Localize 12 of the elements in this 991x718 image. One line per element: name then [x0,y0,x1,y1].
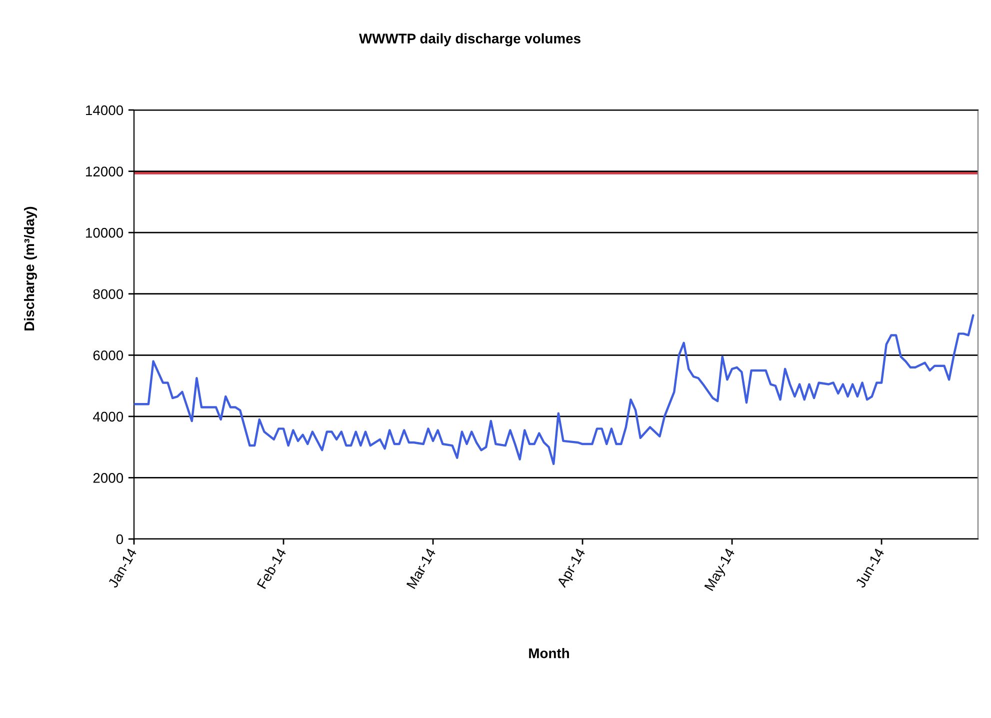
y-axis-title: Discharge (m³/day) [24,206,37,330]
y-tick-label: 10000 [86,228,124,238]
y-tick-label: 0 [116,534,124,544]
y-tick-label: 6000 [93,350,124,360]
y-tick-label: 8000 [93,289,124,300]
y-tick-label: 4000 [93,412,124,422]
line-series [134,314,974,466]
y-tick-label: 2000 [93,473,124,483]
y-tick-label: 12000 [86,166,124,176]
x-axis-title: Month [529,648,569,658]
y-tick-label: 14000 [86,105,124,116]
chart-title: WWWTP daily discharge volumes [359,33,580,46]
